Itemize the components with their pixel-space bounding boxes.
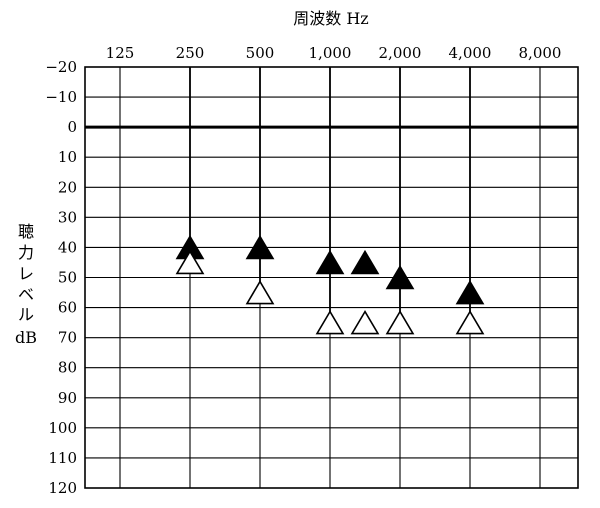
- y-tick-label: 60: [58, 299, 77, 317]
- y-tick-label: −10: [45, 88, 77, 106]
- tick-labels: 125 250 500 1,000 2,000 4,000 8,000 −20 −10 0 10 20…: [45, 44, 561, 497]
- x-tick-label: 2,000: [379, 44, 422, 62]
- y-axis-title-char: ベ: [18, 285, 34, 304]
- x-tick-label: 500: [246, 44, 275, 62]
- open-triangle-marker: [245, 279, 275, 305]
- y-axis-title-char: dB: [15, 328, 37, 347]
- y-tick-label: 30: [58, 208, 77, 226]
- y-tick-label: 80: [58, 359, 77, 377]
- x-tick-label: 8,000: [519, 44, 562, 62]
- open-triangle-marker: [385, 310, 415, 335]
- y-tick-label: 110: [48, 449, 77, 467]
- y-tick-label: 100: [48, 419, 77, 437]
- y-tick-label: 120: [48, 479, 77, 497]
- filled-triangle-marker: [455, 279, 485, 305]
- stems: [189, 67, 471, 323]
- y-tick-label: 20: [58, 178, 77, 196]
- x-tick-label: 1,000: [309, 44, 352, 62]
- y-tick-label: 0: [67, 118, 77, 136]
- y-tick-label: 50: [58, 269, 77, 287]
- y-tick-label: 70: [58, 329, 77, 347]
- y-tick-label: −20: [45, 58, 77, 76]
- open-triangle-marker: [350, 310, 380, 335]
- filled-triangle-marker: [385, 264, 415, 290]
- x-tick-label: 4,000: [449, 44, 492, 62]
- filled-triangle-marker: [350, 249, 380, 275]
- y-tick-label: 40: [58, 238, 77, 256]
- open-triangle-marker: [175, 249, 205, 275]
- y-axis-title-char: ル: [18, 305, 34, 324]
- x-axis-title: 周波数 Hz: [293, 9, 368, 28]
- x-tick-label: 250: [176, 44, 205, 62]
- grid: [84, 66, 579, 489]
- y-axis-title-char: レ: [18, 264, 34, 283]
- open-triangle-marker: [315, 310, 345, 335]
- open-triangle-marker: [455, 310, 485, 335]
- y-axis-title-char: 力: [18, 243, 34, 262]
- markers: [175, 234, 485, 335]
- y-tick-label: 90: [58, 389, 77, 407]
- y-tick-label: 10: [58, 148, 77, 166]
- y-axis-title-char: 聴: [18, 222, 34, 241]
- x-tick-label: 125: [106, 44, 135, 62]
- filled-triangle-marker: [315, 249, 345, 275]
- filled-triangle-marker: [245, 234, 275, 260]
